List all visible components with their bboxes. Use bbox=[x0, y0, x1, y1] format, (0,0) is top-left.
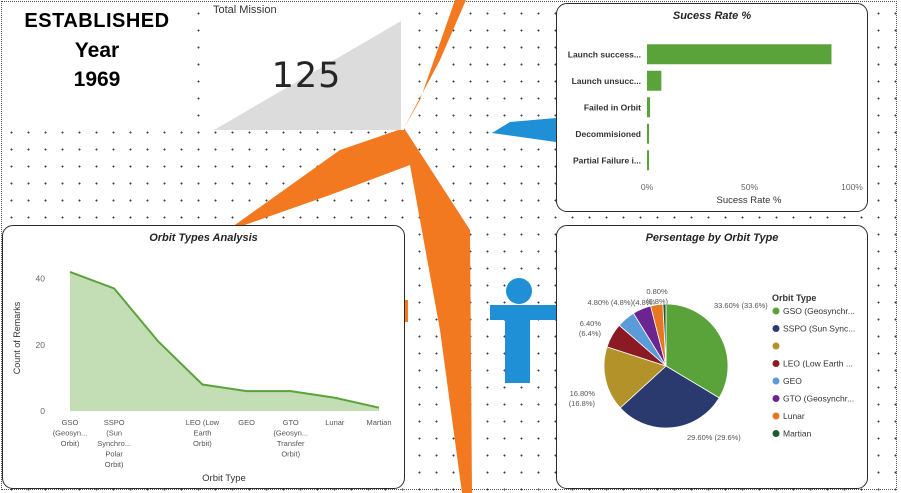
pie-slice[interactable] bbox=[665, 303, 729, 399]
success-bar-label: Partial Failure i... bbox=[573, 155, 641, 165]
orbit-area-fill bbox=[70, 271, 379, 411]
orbit-percentage-chart: 33.60% (33.6%) 29.60% (29.6%) 16.80%(16.8%… bbox=[569, 287, 856, 442]
success-bar[interactable] bbox=[647, 44, 832, 65]
orbit-x-tick: Martian bbox=[366, 418, 391, 427]
logo-orange-mark bbox=[402, 300, 408, 322]
pie-legend-label[interactable]: GTO (Geosynchr... bbox=[783, 394, 854, 404]
orbit-x-tick: GSO bbox=[62, 418, 79, 427]
pie-data-label: 16.80% bbox=[570, 389, 596, 398]
pie-data-label: 4.80% (4.8%) bbox=[588, 298, 634, 307]
orbit-y-tick: 40 bbox=[36, 274, 46, 284]
pie-legend-marker bbox=[772, 412, 780, 420]
established-year-block: ESTABLISHED Year 1969 bbox=[2, 4, 192, 128]
pie-legend-marker bbox=[772, 325, 780, 332]
pie-data-label: 33.60% (33.6%) bbox=[714, 301, 768, 310]
success-x-tick: 100% bbox=[841, 182, 863, 192]
orbit-y-axis-title: Count of Remarks bbox=[12, 301, 22, 374]
orbit-y-tick: 0 bbox=[40, 406, 45, 416]
total-mission-label: Total Mission bbox=[213, 4, 277, 16]
pie-data-label: (0.8%) bbox=[646, 297, 669, 306]
year-label: Year bbox=[74, 39, 120, 62]
logo-blue-dot bbox=[506, 278, 532, 304]
pie-legend-label[interactable]: Martian bbox=[783, 429, 812, 439]
orbit-x-tick: Earth bbox=[193, 429, 211, 438]
pie-legend-marker bbox=[772, 377, 780, 385]
pie-data-label: (4.8%) bbox=[633, 298, 656, 307]
pie-data-label: (16.8%) bbox=[569, 399, 596, 408]
orbit-x-tick: (Sun bbox=[106, 429, 122, 438]
orbit-x-tick: GEO bbox=[238, 418, 255, 427]
orbit-x-tick: Synchro... bbox=[97, 439, 131, 448]
orbit-area-line[interactable] bbox=[69, 270, 380, 409]
total-mission-value: 125 bbox=[271, 56, 342, 96]
pie-data-label: 29.60% (29.6%) bbox=[687, 433, 741, 442]
logo-blue-letter bbox=[490, 305, 556, 383]
kpi-background-shape bbox=[214, 21, 401, 130]
success-bar-label: Launch success... bbox=[568, 49, 641, 59]
success-x-tick: 50% bbox=[741, 182, 758, 192]
orbit-x-tick: Orbit) bbox=[105, 460, 124, 469]
pie-legend-label[interactable]: GSO (Geosynchr... bbox=[783, 306, 855, 316]
success-x-tick: 0% bbox=[641, 182, 654, 192]
success-bar-label: Failed in Orbit bbox=[584, 102, 641, 112]
orbit-x-tick: GTO bbox=[283, 418, 299, 427]
orbit-x-tick: (Geosyn... bbox=[273, 429, 308, 438]
pie-slice[interactable] bbox=[662, 303, 667, 367]
pie-legend-label[interactable]: SSPO (Sun Sync... bbox=[783, 324, 855, 334]
orbit-types-title: Orbit Types Analysis bbox=[149, 232, 258, 244]
orbit-x-tick: Polar bbox=[105, 450, 123, 459]
orbit-x-tick: Transfer bbox=[277, 439, 305, 448]
orbit-x-tick: SSPO bbox=[104, 418, 125, 427]
orbit-x-axis-title: Orbit Type bbox=[202, 473, 246, 484]
orbit-percentage-card[interactable]: Persentage by Orbit Type 33.60% (33.6%) 2… bbox=[556, 225, 868, 489]
success-rate-chart: Launch success... Launch unsucc... Failed … bbox=[568, 44, 863, 206]
orbit-x-tick: Orbit) bbox=[61, 439, 80, 448]
pie-slice[interactable] bbox=[619, 365, 720, 429]
pie-legend-label[interactable]: LEO (Low Earth ... bbox=[783, 359, 853, 369]
orbit-types-card[interactable]: Orbit Types Analysis 0 20 40 Count of Remar… bbox=[2, 225, 405, 489]
pie-data-label: 6.40% bbox=[580, 319, 602, 328]
success-bar[interactable] bbox=[647, 70, 662, 91]
pie-legend-marker bbox=[772, 395, 780, 402]
pie-legend-marker bbox=[772, 307, 780, 315]
orbit-x-tick: (Geosyn... bbox=[53, 429, 88, 438]
success-bar[interactable] bbox=[647, 97, 651, 118]
established-label: ESTABLISHED bbox=[24, 10, 170, 32]
orbit-x-tick: Orbit) bbox=[193, 439, 212, 448]
pie-slice[interactable] bbox=[603, 346, 667, 409]
pie-data-label: 0.80% bbox=[646, 287, 668, 296]
success-rate-card[interactable]: Sucess Rate % Launch success... Launch un… bbox=[556, 3, 868, 212]
orbit-y-tick: 20 bbox=[36, 340, 46, 350]
orbit-percentage-title: Persentage by Orbit Type bbox=[645, 232, 779, 244]
pie-legend-label[interactable]: Lunar bbox=[783, 411, 805, 421]
orbit-x-tick: Lunar bbox=[325, 418, 345, 427]
pie-legend-marker bbox=[772, 360, 780, 367]
success-bar[interactable] bbox=[647, 123, 650, 144]
pie-legend-label[interactable]: GEO bbox=[783, 376, 802, 386]
success-rate-title: Sucess Rate % bbox=[672, 10, 752, 22]
year-value: 1969 bbox=[73, 68, 121, 91]
orbit-x-tick: Orbit) bbox=[281, 450, 300, 459]
success-bar-label: Launch unsucc... bbox=[572, 76, 641, 86]
success-x-axis-title: Sucess Rate % bbox=[717, 195, 782, 206]
pie-data-label: (6.4%) bbox=[579, 329, 602, 338]
pie-legend-title: Orbit Type bbox=[772, 293, 816, 303]
orbit-x-tick: LEO (Low bbox=[186, 418, 220, 427]
logo-blue-swoosh bbox=[492, 118, 556, 142]
success-bar-label: Decommisioned bbox=[575, 129, 641, 139]
success-bar[interactable] bbox=[647, 150, 650, 171]
total-mission-card[interactable]: Total Mission 125 bbox=[209, 3, 404, 130]
pie-legend-marker bbox=[772, 342, 780, 350]
pie-legend-marker bbox=[772, 430, 780, 437]
